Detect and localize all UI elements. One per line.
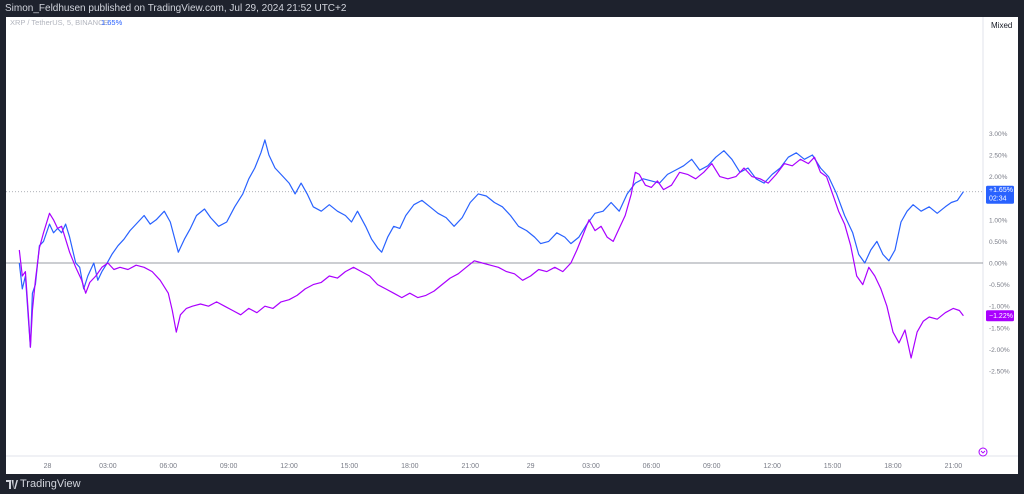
y-tick-label: 1.00% [989,217,1008,224]
x-tick-label: 12:00 [280,463,298,470]
purple-price-tag: −1.22% [986,310,1014,322]
x-tick-label: 15:00 [341,463,359,470]
x-tick-label: 21:00 [945,463,963,470]
legend-symbol[interactable]: XRP / TetherUS, 5, BINANCE [10,18,109,27]
x-tick-label: 03:00 [582,463,600,470]
x-tick-label: 15:00 [824,463,842,470]
y-tick-label: 2.50% [989,153,1008,160]
blue-series-line [18,139,964,348]
scale-mode-button-bg[interactable] [984,17,1018,33]
x-tick-label: 03:00 [99,463,117,470]
blue-price-tag-countdown: 02:34 [989,196,1007,203]
x-tick-label: 09:00 [220,463,238,470]
x-tick-label: 06:00 [160,463,178,470]
tradingview-brand-label[interactable]: TradingView [20,478,81,490]
y-tick-label: 2.00% [989,174,1008,181]
y-tick-label: 0.00% [989,261,1008,268]
y-tick-label: -1.00% [989,304,1010,311]
time-axis[interactable]: 28 03:00 06:00 09:00 12:00 15:00 18:00 21:00 29 0… [44,463,963,470]
y-tick-label: -2.50% [989,369,1010,376]
y-tick-label: -1.50% [989,325,1010,332]
chart-frame [6,17,1018,474]
x-tick-label: 29 [527,463,535,470]
x-tick-label: 28 [44,463,52,470]
purple-price-tag-change: −1.22% [989,313,1013,320]
y-tick-label: 0.50% [989,239,1008,246]
blue-price-tag: +1.65% 02:34 [986,185,1014,204]
y-tick-label: 3.00% [989,131,1008,138]
scale-mode-button[interactable]: Mixed [991,21,1012,30]
x-tick-label: 06:00 [643,463,661,470]
scroll-to-realtime-icon[interactable] [978,447,988,457]
legend-change: 1.65% [101,18,123,27]
x-tick-label: 18:00 [884,463,902,470]
x-tick-label: 21:00 [461,463,479,470]
bottom-bar [0,474,1024,494]
series-layer [18,139,964,359]
y-tick-label: -0.50% [989,282,1010,289]
x-tick-label: 09:00 [703,463,721,470]
x-tick-label: 12:00 [763,463,781,470]
tradingview-logo-icon[interactable] [6,479,18,490]
top-bar: Simon_Feldhusen published on TradingView… [0,0,1024,17]
y-tick-label: -2.00% [989,347,1010,354]
purple-series-line [18,156,964,359]
published-caption: Simon_Feldhusen published on TradingView… [5,3,347,14]
x-tick-label: 18:00 [401,463,419,470]
price-axis[interactable]: 3.00%2.50%2.00%1.50%1.00%0.50%0.00%-0.50… [989,131,1010,376]
blue-price-tag-change: +1.65% [989,187,1013,194]
